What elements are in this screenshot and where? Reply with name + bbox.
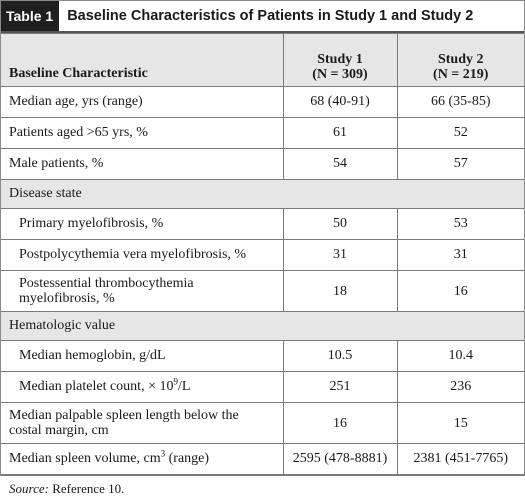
section-row-hematologic-value: Hematologic value bbox=[1, 311, 524, 341]
table-row: Median platelet count, × 109/L 251 236 bbox=[1, 371, 524, 403]
column-header-study2: Study 2 (N = 219) bbox=[396, 33, 524, 87]
table-title: Baseline Characteristics of Patients in … bbox=[67, 8, 474, 24]
study1-n: (N = 309) bbox=[312, 67, 368, 82]
table-row: Median age, yrs (range) 68 (40-91) 66 (3… bbox=[1, 86, 524, 118]
row-label-suffix: (range) bbox=[165, 451, 210, 466]
study1-value: 31 bbox=[282, 239, 398, 271]
study2-name: Study 2 bbox=[437, 52, 484, 67]
study1-name: Study 1 bbox=[317, 52, 363, 67]
table-row: Median palpable spleen length below the … bbox=[1, 402, 524, 444]
row-label: Median palpable spleen length below the … bbox=[1, 402, 284, 444]
row-label: Postessential thrombocythemia myelofibro… bbox=[1, 270, 284, 312]
row-label: Median hemoglobin, g/dL bbox=[1, 340, 284, 372]
study1-value: 68 (40-91) bbox=[282, 86, 398, 118]
table-row: Male patients, % 54 57 bbox=[1, 148, 524, 180]
source-label: Source: bbox=[9, 481, 49, 496]
study2-value: 53 bbox=[396, 208, 524, 240]
section-label: Hematologic value bbox=[1, 311, 524, 341]
study2-value: 16 bbox=[396, 270, 524, 312]
row-label: Postpolycythemia vera myelofibrosis, % bbox=[1, 239, 284, 271]
section-label: Disease state bbox=[1, 179, 524, 209]
study2-value: 66 (35-85) bbox=[396, 86, 524, 118]
column-header-row: Baseline Characteristic Study 1 (N = 309… bbox=[1, 33, 524, 87]
table-row: Median hemoglobin, g/dL 10.5 10.4 bbox=[1, 340, 524, 372]
study2-value: 31 bbox=[396, 239, 524, 271]
column-header-characteristic: Baseline Characteristic bbox=[1, 33, 284, 87]
study2-value: 57 bbox=[396, 148, 524, 180]
table-row: Postessential thrombocythemia myelofibro… bbox=[1, 270, 524, 312]
study1-value: 18 bbox=[282, 270, 398, 312]
study2-value: 10.4 bbox=[396, 340, 524, 372]
row-label-text: Median spleen volume, cm bbox=[9, 451, 161, 466]
study1-value: 16 bbox=[282, 402, 398, 444]
table-footnote: Source: Reference 10. bbox=[1, 475, 524, 502]
row-label: Median spleen volume, cm3 (range) bbox=[1, 443, 284, 475]
row-label: Male patients, % bbox=[1, 148, 284, 180]
study1-value: 54 bbox=[282, 148, 398, 180]
study1-value: 2595 (478-8881) bbox=[282, 443, 398, 475]
table-header-bar: Table 1 Baseline Characteristics of Pati… bbox=[1, 1, 524, 33]
column-header-study1: Study 1 (N = 309) bbox=[282, 33, 398, 87]
row-label: Primary myelofibrosis, % bbox=[1, 208, 284, 240]
study2-value: 2381 (451-7765) bbox=[396, 443, 524, 475]
row-label: Median age, yrs (range) bbox=[1, 86, 284, 118]
table-row: Postpolycythemia vera myelofibrosis, % 3… bbox=[1, 239, 524, 271]
row-label: Patients aged >65 yrs, % bbox=[1, 117, 284, 149]
table-row: Patients aged >65 yrs, % 61 52 bbox=[1, 117, 524, 149]
study1-value: 50 bbox=[282, 208, 398, 240]
row-label-suffix: /L bbox=[177, 379, 191, 394]
study1-value: 61 bbox=[282, 117, 398, 149]
row-label: Median platelet count, × 109/L bbox=[1, 371, 284, 403]
baseline-characteristics-table: Baseline Characteristic Study 1 (N = 309… bbox=[1, 33, 524, 475]
row-label-superscript: 9 bbox=[173, 376, 178, 387]
table-row: Median spleen volume, cm3 (range) 2595 (… bbox=[1, 443, 524, 475]
study2-n: (N = 219) bbox=[433, 67, 489, 82]
study2-value: 15 bbox=[396, 402, 524, 444]
study1-value: 251 bbox=[282, 371, 398, 403]
table-number-label: Table 1 bbox=[1, 1, 60, 31]
study2-value: 52 bbox=[396, 117, 524, 149]
table-row: Primary myelofibrosis, % 50 53 bbox=[1, 208, 524, 240]
source-text: Reference 10. bbox=[48, 481, 125, 496]
row-label-superscript: 3 bbox=[160, 448, 166, 459]
study1-value: 10.5 bbox=[282, 340, 398, 372]
row-label-text: Median platelet count, × 10 bbox=[19, 379, 174, 394]
study2-value: 236 bbox=[396, 371, 524, 403]
section-row-disease-state: Disease state bbox=[1, 179, 524, 209]
